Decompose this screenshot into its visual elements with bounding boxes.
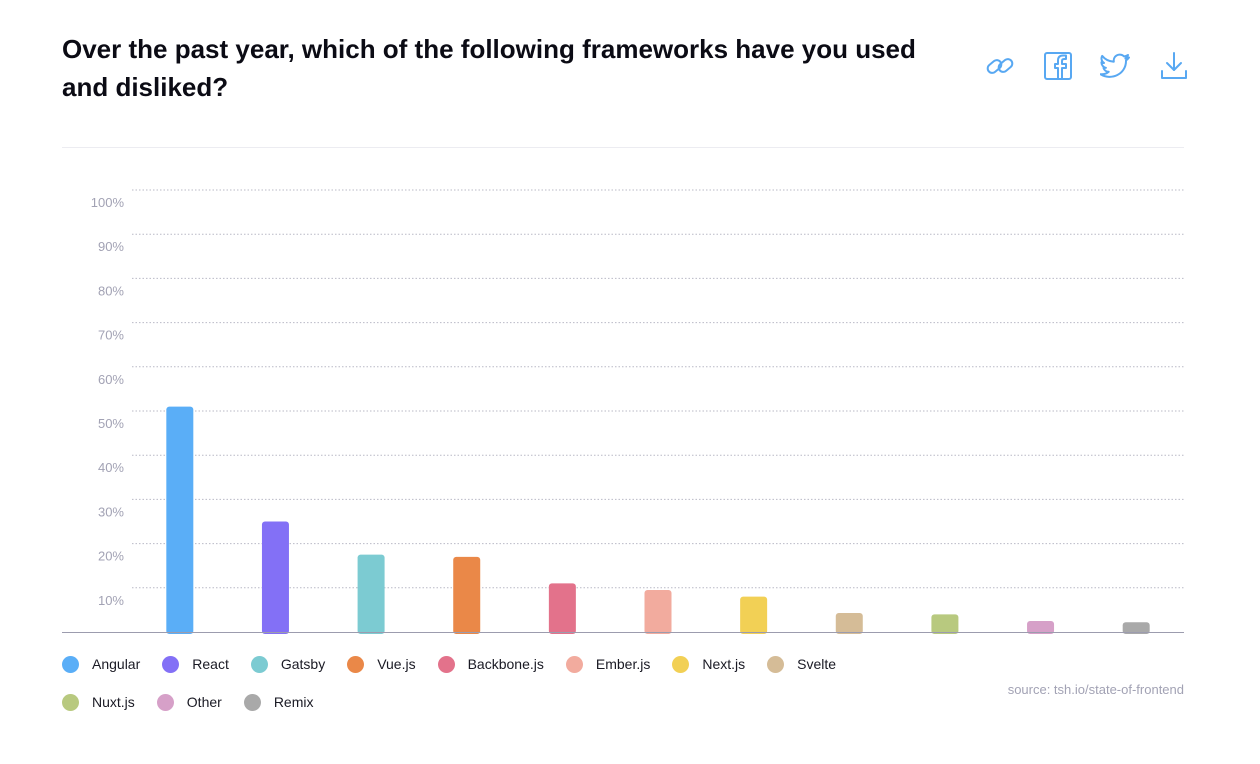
bars <box>166 406 1150 635</box>
legend-item[interactable]: Remix <box>243 690 314 714</box>
legend-item[interactable]: Angular <box>62 652 140 676</box>
legend: Angular React Gatsby Vue.js Backbone.js Ember… <box>62 652 922 714</box>
bar-remix[interactable] <box>1122 622 1150 634</box>
legend-item[interactable]: Nuxt.js <box>62 690 135 714</box>
bar-gatsby[interactable] <box>357 554 385 634</box>
legend-label: Backbone.js <box>467 656 544 672</box>
legend-swatch <box>565 655 583 673</box>
legend-label: Svelte <box>797 656 837 672</box>
y-tick-label: 50% <box>98 416 124 431</box>
y-tick-label: 40% <box>98 460 124 475</box>
legend-swatch <box>767 655 785 673</box>
legend-item[interactable]: Backbone.js <box>437 652 544 676</box>
y-tick-label: 10% <box>98 593 124 608</box>
chart-title: Over the past year, which of the followi… <box>62 34 916 102</box>
source-note: source: tsh.io/state-of-frontend <box>1007 682 1184 697</box>
legend-swatch <box>243 693 261 711</box>
legend-item[interactable]: React <box>162 652 229 676</box>
legend-item[interactable]: Next.js <box>672 652 745 676</box>
legend-swatch <box>437 655 455 673</box>
legend-swatch <box>156 693 174 711</box>
legend-swatch <box>672 655 690 673</box>
y-tick-label: 30% <box>98 504 124 519</box>
legend-label: Ember.js <box>595 656 651 672</box>
legend-swatch <box>162 655 180 673</box>
bar-angular[interactable] <box>166 406 194 634</box>
legend-swatch <box>250 655 268 673</box>
share-toolbar <box>984 50 1190 82</box>
legend-label: Remix <box>273 694 314 710</box>
y-tick-label: 20% <box>98 549 124 564</box>
bar-vue-js[interactable] <box>453 556 481 634</box>
download-icon[interactable] <box>1158 50 1190 82</box>
legend-item[interactable]: Gatsby <box>250 652 326 676</box>
y-axis-ticks: 10% 20% 30% 40% 50% 60% 70% 80% 90% 100% <box>91 195 125 608</box>
bar-nuxt-js[interactable] <box>931 614 959 634</box>
bar-next-js[interactable] <box>740 596 768 634</box>
y-tick-label: 60% <box>98 372 124 387</box>
legend-swatch <box>62 693 79 711</box>
legend-label: Vue.js <box>377 656 416 672</box>
twitter-icon[interactable] <box>1100 50 1132 82</box>
legend-label: Other <box>186 694 222 710</box>
y-tick-label: 90% <box>98 239 124 254</box>
header-divider <box>62 147 1184 148</box>
legend-swatch <box>347 655 365 673</box>
legend-item[interactable]: Svelte <box>767 652 836 676</box>
legend-label: Next.js <box>702 656 746 672</box>
bar-backbone-js[interactable] <box>548 583 576 634</box>
facebook-icon[interactable] <box>1042 50 1074 82</box>
legend-item[interactable]: Ember.js <box>565 652 651 676</box>
grid-lines <box>132 189 1184 589</box>
legend-item[interactable]: Other <box>156 690 222 714</box>
y-tick-label: 70% <box>98 328 124 343</box>
y-tick-label: 100% <box>91 195 125 210</box>
legend-label: Gatsby <box>280 656 326 672</box>
legend-swatch <box>62 655 79 673</box>
bar-ember-js[interactable] <box>644 590 672 634</box>
legend-item[interactable]: Vue.js <box>347 652 416 676</box>
bar-svelte[interactable] <box>835 612 863 634</box>
bar-other[interactable] <box>1027 620 1055 634</box>
y-tick-label: 80% <box>98 283 124 298</box>
legend-label: Angular <box>92 656 141 672</box>
legend-label: Nuxt.js <box>92 694 135 710</box>
bar-react[interactable] <box>261 521 289 635</box>
legend-label: React <box>192 656 229 672</box>
link-icon[interactable] <box>984 50 1016 82</box>
